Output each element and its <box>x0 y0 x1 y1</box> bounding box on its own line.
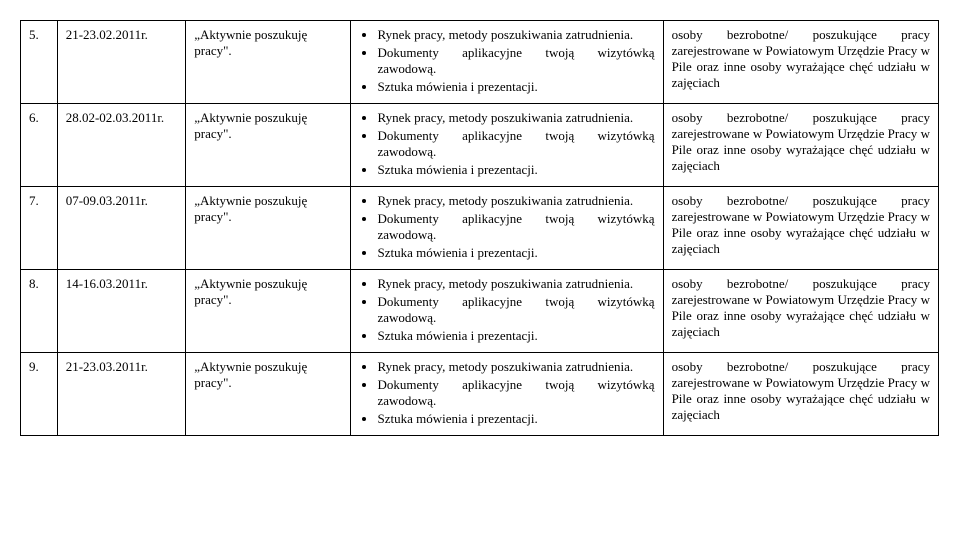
row-audience: osoby bezrobotne/ poszukujące pracy zare… <box>663 104 938 187</box>
row-number: 9. <box>21 353 58 436</box>
table-row: 7.07-09.03.2011r.„Aktywnie poszukuję pra… <box>21 187 939 270</box>
bullet-item: Sztuka mówienia i prezentacji. <box>377 162 654 178</box>
bullet-item: Rynek pracy, metody poszukiwania zatrudn… <box>377 110 654 126</box>
row-audience: osoby bezrobotne/ poszukujące pracy zare… <box>663 187 938 270</box>
row-number: 5. <box>21 21 58 104</box>
row-bullets: Rynek pracy, metody poszukiwania zatrudn… <box>351 187 663 270</box>
row-bullets: Rynek pracy, metody poszukiwania zatrudn… <box>351 353 663 436</box>
row-date: 21-23.03.2011r. <box>57 353 186 436</box>
row-bullets: Rynek pracy, metody poszukiwania zatrudn… <box>351 104 663 187</box>
bullet-item: Dokumenty aplikacyjne twoją wizytówką za… <box>377 294 654 326</box>
bullet-list: Rynek pracy, metody poszukiwania zatrudn… <box>359 359 654 427</box>
bullet-list: Rynek pracy, metody poszukiwania zatrudn… <box>359 276 654 344</box>
bullet-item: Rynek pracy, metody poszukiwania zatrudn… <box>377 359 654 375</box>
bullet-item: Rynek pracy, metody poszukiwania zatrudn… <box>377 27 654 43</box>
row-audience: osoby bezrobotne/ poszukujące pracy zare… <box>663 270 938 353</box>
row-bullets: Rynek pracy, metody poszukiwania zatrudn… <box>351 270 663 353</box>
bullet-list: Rynek pracy, metody poszukiwania zatrudn… <box>359 193 654 261</box>
row-number: 6. <box>21 104 58 187</box>
bullet-item: Sztuka mówienia i prezentacji. <box>377 79 654 95</box>
row-audience: osoby bezrobotne/ poszukujące pracy zare… <box>663 353 938 436</box>
bullet-item: Dokumenty aplikacyjne twoją wizytówką za… <box>377 128 654 160</box>
bullet-list: Rynek pracy, metody poszukiwania zatrudn… <box>359 110 654 178</box>
row-audience: osoby bezrobotne/ poszukujące pracy zare… <box>663 21 938 104</box>
row-date: 07-09.03.2011r. <box>57 187 186 270</box>
row-date: 28.02-02.03.2011r. <box>57 104 186 187</box>
table-row: 5.21-23.02.2011r.„Aktywnie poszukuję pra… <box>21 21 939 104</box>
row-title: „Aktywnie poszukuję pracy". <box>186 187 351 270</box>
table-row: 6.28.02-02.03.2011r.„Aktywnie poszukuję … <box>21 104 939 187</box>
table-row: 8.14-16.03.2011r.„Aktywnie poszukuję pra… <box>21 270 939 353</box>
row-date: 21-23.02.2011r. <box>57 21 186 104</box>
row-title: „Aktywnie poszukuję pracy". <box>186 104 351 187</box>
bullet-item: Sztuka mówienia i prezentacji. <box>377 411 654 427</box>
table-row: 9.21-23.03.2011r.„Aktywnie poszukuję pra… <box>21 353 939 436</box>
bullet-item: Sztuka mówienia i prezentacji. <box>377 245 654 261</box>
row-number: 7. <box>21 187 58 270</box>
row-bullets: Rynek pracy, metody poszukiwania zatrudn… <box>351 21 663 104</box>
bullet-item: Dokumenty aplikacyjne twoją wizytówką za… <box>377 211 654 243</box>
row-title: „Aktywnie poszukuję pracy". <box>186 270 351 353</box>
bullet-list: Rynek pracy, metody poszukiwania zatrudn… <box>359 27 654 95</box>
row-date: 14-16.03.2011r. <box>57 270 186 353</box>
bullet-item: Rynek pracy, metody poszukiwania zatrudn… <box>377 193 654 209</box>
bullet-item: Sztuka mówienia i prezentacji. <box>377 328 654 344</box>
schedule-table: 5.21-23.02.2011r.„Aktywnie poszukuję pra… <box>20 20 939 436</box>
bullet-item: Rynek pracy, metody poszukiwania zatrudn… <box>377 276 654 292</box>
row-title: „Aktywnie poszukuję pracy". <box>186 353 351 436</box>
row-number: 8. <box>21 270 58 353</box>
bullet-item: Dokumenty aplikacyjne twoją wizytówką za… <box>377 377 654 409</box>
row-title: „Aktywnie poszukuję pracy". <box>186 21 351 104</box>
bullet-item: Dokumenty aplikacyjne twoją wizytówką za… <box>377 45 654 77</box>
